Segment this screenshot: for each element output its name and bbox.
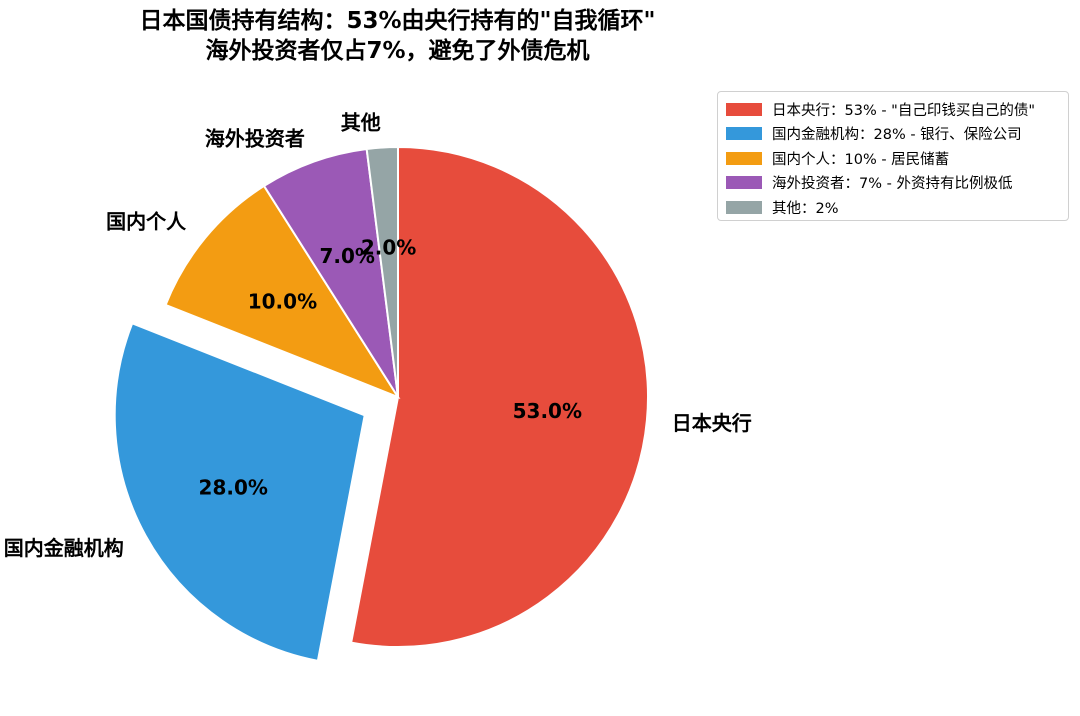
- slice-4: [262, 147, 399, 398]
- slice-3: [164, 184, 401, 400]
- slice-4-category-label: 海外投资者: [205, 126, 305, 150]
- legend-swatch: [726, 127, 762, 141]
- legend-item-3: 国内个人：10% - 居民储蓄: [726, 146, 1060, 171]
- legend-item-1: 日本央行：53% - "自己印钱买自己的债": [726, 97, 1060, 122]
- chart-title: 日本国债持有结构：53%由央行持有的"自我循环": [139, 8, 656, 34]
- slice-5: [365, 145, 399, 398]
- slice-5-percent-label: 2.0%: [361, 235, 416, 259]
- slice-1: [349, 145, 649, 648]
- legend-item-4: 海外投资者：7% - 外资持有比例极低: [726, 171, 1060, 196]
- slice-2-category-label: 国内金融机构: [4, 536, 124, 560]
- slice-5-category-label: 其他: [341, 111, 381, 135]
- legend-item-5: 其他：2%: [726, 195, 1060, 220]
- slice-2-percent-label: 28.0%: [199, 476, 268, 500]
- chart-legend: 日本央行：53% - "自己印钱买自己的债" 国内金融机构：28% - 银行、保险…: [717, 91, 1069, 221]
- slice-1-category-label: 日本央行: [672, 411, 752, 435]
- chart-subtitle: 海外投资者仅占7%，避免了外债危机: [205, 38, 590, 64]
- legend-label: 日本央行：53% - "自己印钱买自己的债": [772, 102, 1036, 119]
- slice-3-category-label: 国内个人: [106, 210, 187, 234]
- legend-swatch: [726, 176, 762, 190]
- legend-label: 其他：2%: [772, 200, 839, 217]
- legend-label: 国内个人：10% - 居民储蓄: [772, 151, 950, 168]
- slice-1-percent-label: 53.0%: [513, 399, 582, 423]
- slice-4-percent-label: 7.0%: [319, 244, 374, 268]
- legend-item-2: 国内金融机构：28% - 银行、保险公司: [726, 122, 1060, 147]
- legend-label: 海外投资者：7% - 外资持有比例极低: [772, 176, 1013, 193]
- legend-label: 国内金融机构：28% - 银行、保险公司: [772, 127, 1022, 144]
- slice-3-percent-label: 10.0%: [248, 289, 317, 313]
- legend-swatch: [726, 102, 762, 116]
- legend-swatch: [726, 151, 762, 165]
- legend-swatch: [726, 200, 762, 214]
- slice-2: [113, 321, 366, 663]
